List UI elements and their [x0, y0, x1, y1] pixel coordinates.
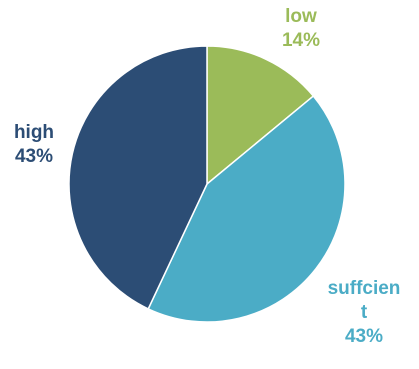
- data-label-category: suffcien: [328, 278, 401, 299]
- data-label-value: 43%: [345, 326, 383, 347]
- data-label-suffcient: suffcien t 43%: [328, 278, 401, 347]
- pie-data-labels: low 14% suffcien t 43% high 43%: [14, 6, 400, 347]
- pie-slices: [68, 45, 346, 323]
- data-label-high: high 43%: [14, 122, 54, 167]
- pie-slice-low: [206, 45, 315, 186]
- data-label-value: 43%: [15, 146, 53, 167]
- data-label-low: low 14%: [282, 6, 320, 51]
- data-label-category: high: [14, 122, 54, 143]
- data-label-value: 14%: [282, 30, 320, 51]
- pie-slice-suffcient: [147, 94, 346, 323]
- pie-slice-high: [68, 45, 208, 310]
- data-label-category: low: [285, 6, 317, 27]
- data-label-category: t: [361, 302, 368, 323]
